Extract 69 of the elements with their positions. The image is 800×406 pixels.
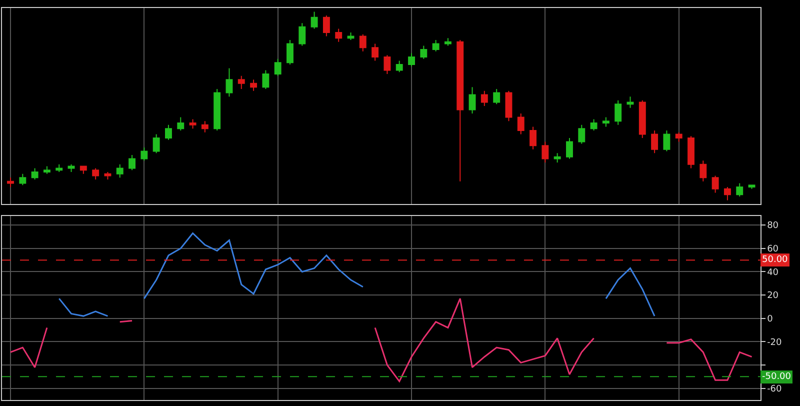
- y-tick-label: -20: [767, 338, 782, 348]
- y-tick-label: 20: [767, 291, 779, 302]
- candlestick: [372, 43, 379, 62]
- candlestick: [128, 154, 136, 171]
- candlestick: [189, 118, 196, 130]
- candlestick: [663, 130, 670, 152]
- candlestick: [31, 168, 38, 180]
- candlestick: [530, 126, 537, 150]
- candlestick: [736, 182, 744, 197]
- candlestick: [335, 28, 342, 42]
- candlestick: [238, 75, 245, 90]
- y-tick-label: 40: [767, 268, 779, 278]
- candlestick: [116, 164, 124, 178]
- candlestick: [578, 124, 586, 144]
- ref-line-label: 50.00: [762, 255, 788, 265]
- candlestick: [322, 15, 330, 37]
- candlestick: [298, 22, 306, 46]
- candlestick: [602, 116, 610, 128]
- y-tick-label: 0: [767, 314, 774, 325]
- candlestick: [505, 90, 512, 122]
- candlestick: [80, 166, 87, 174]
- candlestick: [566, 138, 573, 160]
- candlestick: [274, 58, 282, 76]
- candlestick: [590, 118, 598, 131]
- candlestick: [104, 171, 112, 180]
- candlestick: [286, 40, 294, 66]
- candlestick: [444, 38, 452, 46]
- candlestick: [384, 54, 391, 74]
- candlestick: [700, 160, 707, 182]
- ref-line-label: -50.00: [762, 372, 792, 382]
- candlestick: [480, 90, 488, 106]
- candlestick: [250, 79, 258, 92]
- candlestick: [92, 168, 100, 180]
- candlestick: [177, 116, 184, 131]
- candlestick: [748, 184, 756, 190]
- candlestick: [724, 186, 731, 201]
- y-tick-label: -60: [767, 384, 782, 394]
- candlestick: [214, 88, 221, 131]
- candlestick: [7, 177, 14, 188]
- candlestick: [456, 40, 464, 182]
- candlestick: [493, 88, 500, 105]
- candlestick: [517, 113, 524, 135]
- candlestick: [626, 96, 634, 108]
- candlestick: [152, 134, 160, 154]
- candlestick: [712, 175, 719, 194]
- candlestick: [420, 45, 428, 60]
- candlestick: [19, 173, 26, 186]
- candlestick: [226, 68, 233, 98]
- candlestick: [614, 100, 622, 126]
- candlestick: [432, 40, 440, 52]
- candlestick: [165, 124, 172, 140]
- candlestick: [359, 34, 366, 52]
- candlestick: [56, 164, 63, 172]
- candlestick: [468, 86, 476, 114]
- candlestick: [554, 152, 561, 164]
- candlestick: [201, 120, 208, 133]
- candlestick: [262, 70, 270, 90]
- candlestick: [408, 52, 415, 67]
- candlestick: [43, 166, 50, 174]
- candlestick: [688, 136, 694, 169]
- candlestick: [542, 141, 549, 164]
- candlestick: [140, 146, 148, 162]
- y-tick-label: 80: [767, 221, 779, 232]
- candlestick: [638, 100, 646, 139]
- candlestick: [675, 132, 682, 142]
- candlestick: [651, 130, 658, 154]
- candlestick: [310, 11, 318, 30]
- y-tick-label: 60: [767, 244, 779, 255]
- candlestick: [396, 60, 403, 73]
